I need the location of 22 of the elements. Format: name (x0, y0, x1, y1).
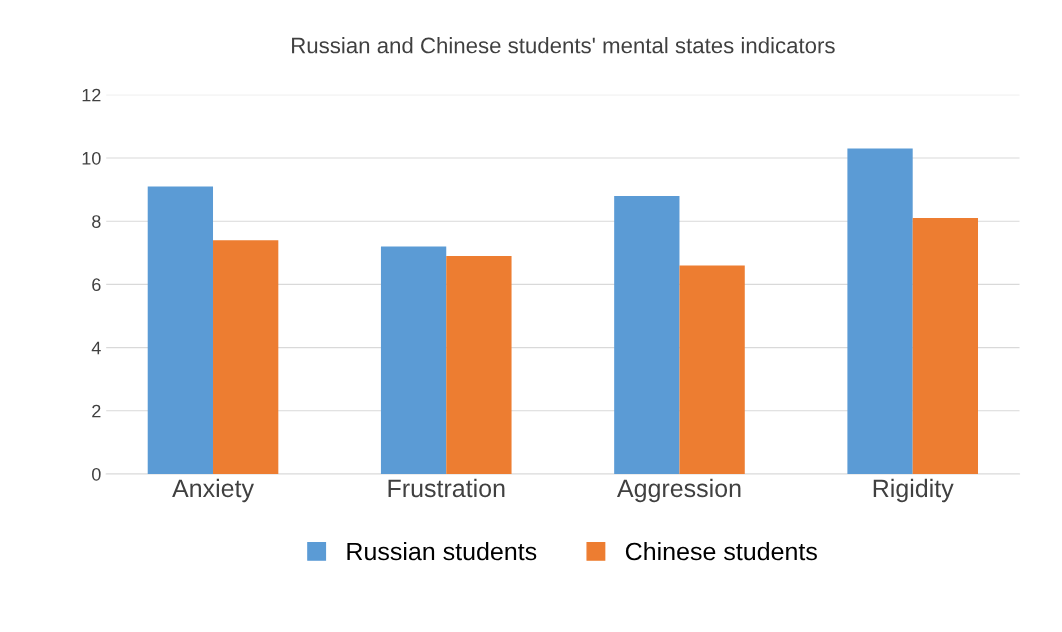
x-tick-label: Rigidity (873, 478, 954, 503)
bar (147, 186, 214, 474)
legend-label: Chinese students (625, 542, 817, 561)
y-tick-label: 10 (82, 151, 101, 165)
x-tick-label: Aggression (616, 478, 741, 503)
bar (614, 195, 680, 474)
bar (446, 255, 512, 474)
legend-label: Russian students (347, 542, 537, 561)
y-tick-label: 6 (92, 278, 101, 292)
x-tick-label: Frustration (388, 478, 505, 498)
y-tick-label: 2 (92, 404, 101, 418)
bar (380, 246, 447, 474)
y-tick-label: 0 (92, 467, 101, 481)
x-tick-label: Anxiety (172, 478, 254, 503)
chart-title: Russian and Chinese students' mental states indicators (292, 37, 835, 54)
bar (912, 218, 979, 474)
bar (679, 265, 745, 474)
y-tick-label: 4 (91, 341, 101, 355)
bar (213, 240, 279, 474)
y-tick-label: 12 (82, 88, 101, 102)
bar (847, 148, 913, 474)
y-tick-label: 8 (92, 215, 101, 228)
